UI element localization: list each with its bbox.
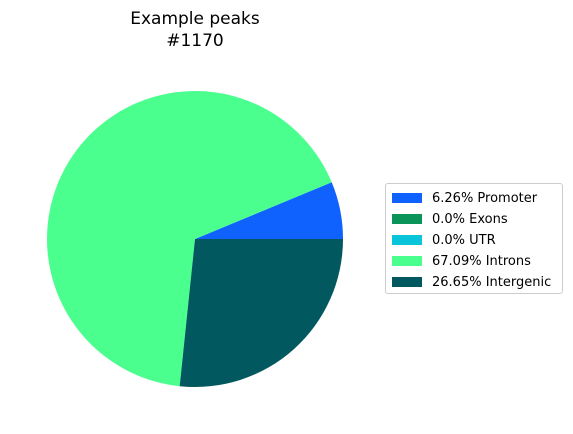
legend-item-utr: 0.0% UTR: [392, 232, 496, 248]
pie-slices: [47, 91, 343, 388]
pie-slice-intergenic: [179, 239, 343, 388]
legend-swatch-utr: [392, 235, 422, 245]
chart-title-line-2: #1170: [166, 31, 224, 51]
legend-label-utr: 0.0% UTR: [432, 232, 496, 248]
legend-item-introns: 67.09% Introns: [392, 253, 531, 269]
legend-item-intergenic: 26.65% Intergenic: [392, 274, 551, 290]
legend-swatch-intergenic: [392, 277, 422, 287]
legend: 6.26% Promoter 0.0% Exons 0.0% UTR 67.09…: [385, 183, 563, 294]
legend-item-promoter: 6.26% Promoter: [392, 190, 537, 206]
legend-swatch-introns: [392, 256, 422, 266]
legend-swatch-exons: [392, 214, 422, 224]
legend-item-exons: 0.0% Exons: [392, 211, 508, 227]
chart-title-line-1: Example peaks: [130, 9, 260, 29]
pie-slice-introns: [47, 91, 332, 387]
legend-label-exons: 0.0% Exons: [432, 211, 508, 227]
legend-label-intergenic: 26.65% Intergenic: [432, 274, 552, 290]
legend-swatch-promoter: [392, 193, 422, 203]
legend-label-promoter: 6.26% Promoter: [432, 190, 538, 206]
legend-label-introns: 67.09% Introns: [432, 253, 531, 269]
pie-slice-promoter: [195, 182, 343, 239]
